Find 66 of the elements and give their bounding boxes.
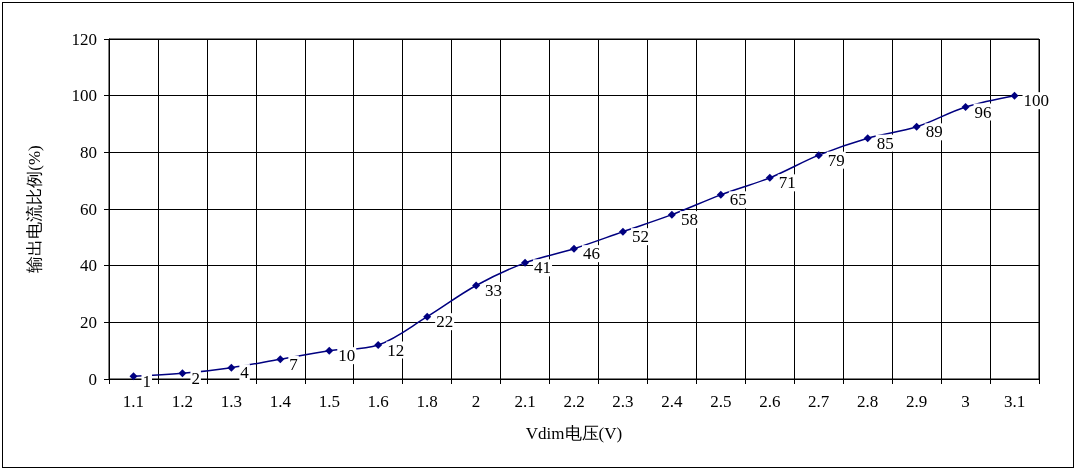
point xyxy=(1010,91,1019,100)
y-tick-label: 100 xyxy=(71,86,97,106)
x-tick-label: 1.5 xyxy=(318,392,340,411)
point xyxy=(765,173,774,182)
y-tick-label: 20 xyxy=(80,312,97,332)
x-tick-label: 1.8 xyxy=(416,392,438,411)
data-label: 65 xyxy=(729,190,747,210)
data-label: 1 xyxy=(142,371,151,391)
y-tick-label: 80 xyxy=(80,142,97,162)
x-tick-label: 2.4 xyxy=(661,392,684,411)
x-axis-title: Vdim电压(V) xyxy=(525,424,623,443)
point xyxy=(276,355,285,364)
x-tick-label: 2.5 xyxy=(710,392,732,411)
data-label: 71 xyxy=(778,173,796,193)
y-tick-label: 120 xyxy=(71,29,97,49)
x-tick-label: 2.1 xyxy=(514,392,536,411)
data-label: 33 xyxy=(485,281,503,300)
point xyxy=(129,372,138,381)
point xyxy=(618,227,627,236)
point xyxy=(814,151,823,160)
x-tick-label: 2.6 xyxy=(759,392,781,411)
x-tick-label: 3 xyxy=(961,392,970,411)
point xyxy=(863,134,872,143)
y-tick-label: 0 xyxy=(88,369,97,389)
point xyxy=(472,281,481,290)
data-label: 12 xyxy=(387,340,405,360)
point xyxy=(227,363,236,372)
x-tick-label: 1.4 xyxy=(269,392,292,411)
point xyxy=(325,346,334,355)
data-label: 85 xyxy=(876,133,894,153)
x-tick-label: 2 xyxy=(471,392,481,411)
data-label: 2 xyxy=(191,368,200,388)
data-label: 100 xyxy=(1023,91,1050,111)
x-tick-label: 1.2 xyxy=(171,392,194,411)
x-tick-label: 2.7 xyxy=(808,392,830,411)
data-label: 10 xyxy=(338,346,356,366)
x-tick-label: 2.9 xyxy=(906,392,928,411)
data-label: 7 xyxy=(289,354,299,374)
point xyxy=(570,244,578,253)
data-label: 52 xyxy=(631,227,649,247)
x-tick-label: 3.1 xyxy=(1003,392,1026,411)
x-tick-label: 1.3 xyxy=(220,392,242,411)
data-label: 96 xyxy=(974,102,992,122)
point xyxy=(521,258,530,267)
data-label: 22 xyxy=(436,312,454,332)
y-tick-label: 60 xyxy=(80,199,97,219)
data-label: 79 xyxy=(827,150,845,170)
x-tick-label: 2.2 xyxy=(563,392,585,411)
point xyxy=(374,341,383,349)
point xyxy=(716,190,725,199)
data-label: 58 xyxy=(680,210,698,230)
data-label: 4 xyxy=(240,363,250,383)
data-label: 46 xyxy=(583,244,600,264)
point xyxy=(178,369,187,378)
x-tick-label: 2.8 xyxy=(857,392,879,411)
point xyxy=(423,312,432,321)
point xyxy=(667,210,676,219)
point xyxy=(961,103,970,111)
x-tick-label: 2.3 xyxy=(612,392,634,411)
x-tick-label: 1.6 xyxy=(367,392,389,411)
data-label: 89 xyxy=(925,122,943,142)
point xyxy=(912,122,921,131)
y-axis-title: 输出电流比例(%) xyxy=(25,145,44,273)
data-label: 41 xyxy=(534,258,552,278)
x-tick-label: 1.1 xyxy=(122,392,145,411)
y-tick-label: 40 xyxy=(80,256,97,276)
